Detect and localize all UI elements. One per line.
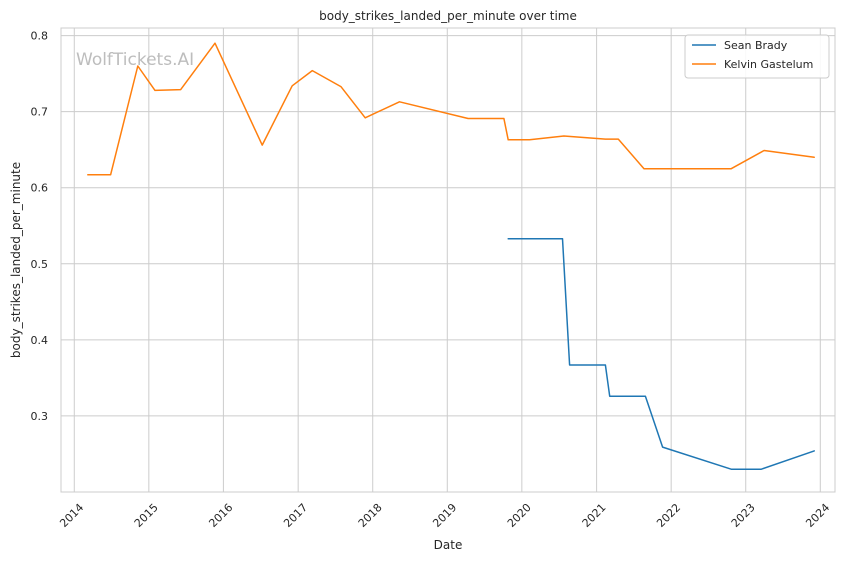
watermark: WolfTickets.AI <box>76 50 194 70</box>
x-axis-label: Date <box>434 538 463 552</box>
y-tick-label: 0.7 <box>31 106 49 119</box>
y-tick-label: 0.3 <box>31 410 49 423</box>
y-tick-label: 0.6 <box>31 182 49 195</box>
y-axis-label: body_strikes_landed_per_minute <box>9 162 23 358</box>
grid <box>61 28 835 492</box>
legend: Sean Brady Kelvin Gastelum <box>684 34 830 79</box>
series-line-sean-brady <box>507 237 815 470</box>
legend-box <box>684 34 830 79</box>
chart-title: body_strikes_landed_per_minute over time <box>319 9 577 23</box>
y-tick-labels: 0.3 0.4 0.5 0.6 0.7 0.8 <box>31 30 49 423</box>
y-tick-label: 0.8 <box>31 30 49 43</box>
series-line-kelvin-gastelum <box>87 42 815 176</box>
y-tick-label: 0.5 <box>31 258 49 271</box>
series-group <box>87 42 815 470</box>
plot-frame <box>60 27 836 493</box>
legend-label-kelvin-gastelum: Kelvin Gastelum <box>724 58 813 71</box>
legend-label-sean-brady: Sean Brady <box>724 39 788 52</box>
y-tick-label: 0.4 <box>31 334 49 347</box>
